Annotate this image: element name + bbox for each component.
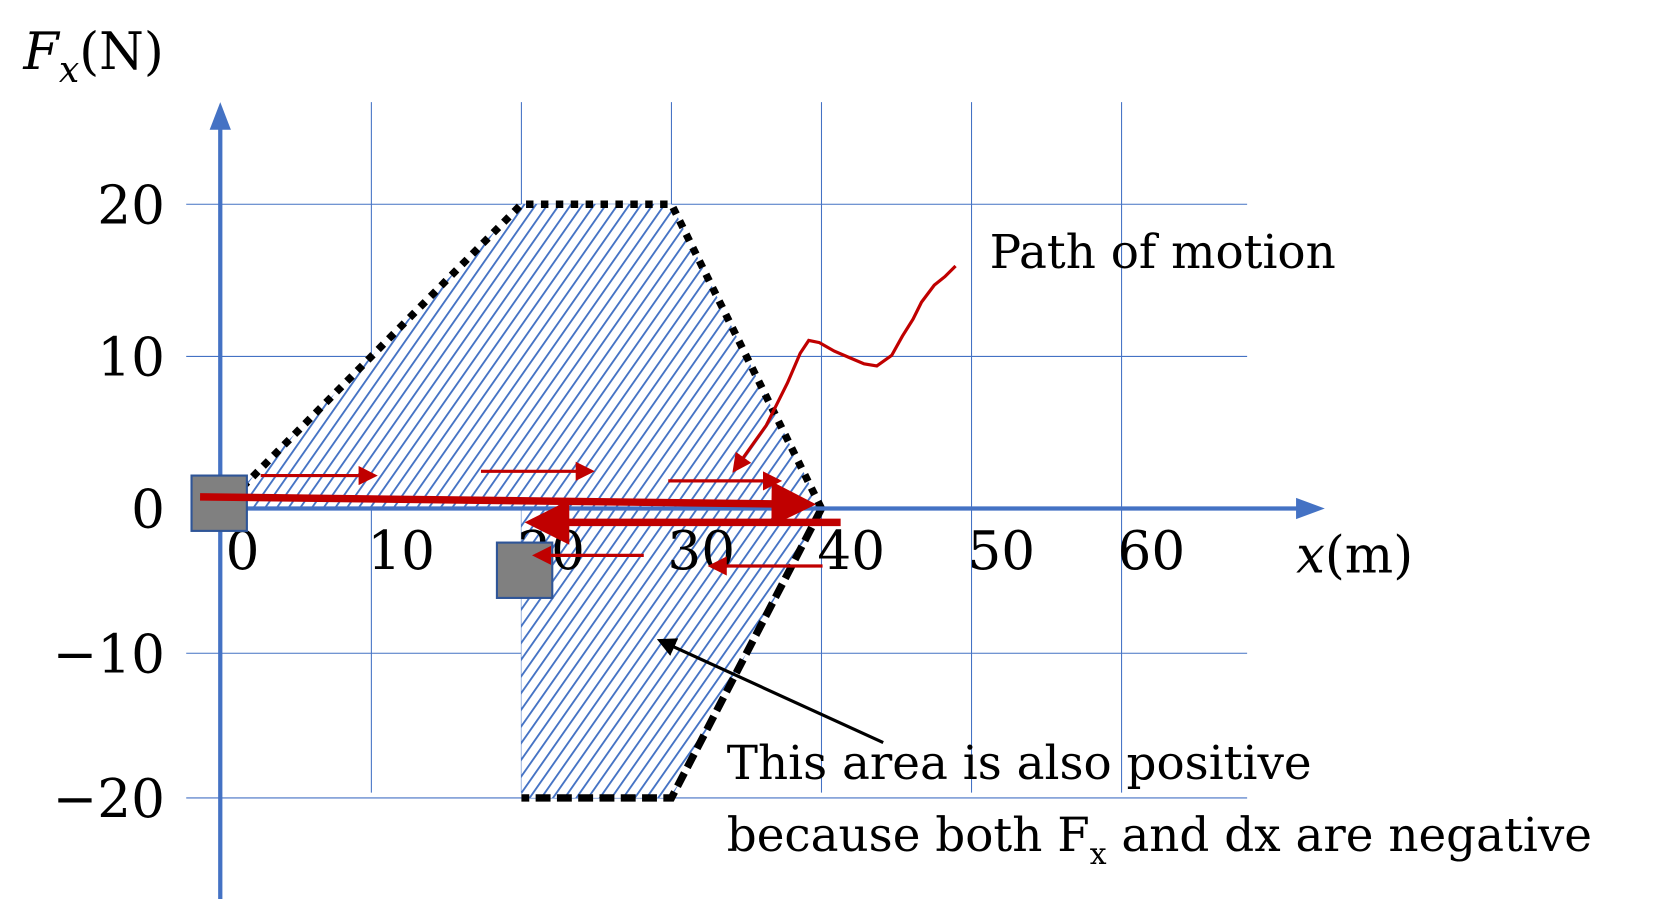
force-curve-segment bbox=[521, 506, 825, 802]
force-curve-segment bbox=[218, 200, 825, 512]
y-label-main: F bbox=[22, 23, 60, 82]
x-tick-label: 60 bbox=[1118, 520, 1186, 582]
forward-long-arrow bbox=[200, 481, 817, 527]
x-axis-label: x(m) bbox=[1296, 526, 1413, 585]
block-start bbox=[190, 474, 248, 532]
y-tick-label: −20 bbox=[53, 768, 165, 830]
area-note-line2: because both Fx and dx are negative bbox=[727, 809, 1592, 872]
y-tick-label: 0 bbox=[131, 479, 165, 541]
positive-work-area bbox=[221, 204, 822, 509]
path-of-motion-pointer bbox=[732, 264, 957, 473]
y-axis-label: Fx(N) bbox=[22, 23, 163, 91]
path-of-motion-label: Path of motion bbox=[990, 226, 1336, 280]
area-note-pointer bbox=[656, 638, 884, 745]
block-return bbox=[495, 541, 554, 599]
force-curve-outline bbox=[218, 200, 825, 802]
x-label-main: x bbox=[1296, 526, 1325, 585]
y-tick-label: 10 bbox=[97, 327, 165, 389]
x-tick-label: 10 bbox=[367, 520, 435, 582]
area-note-line1: This area is also positive bbox=[727, 737, 1312, 791]
y-tick-label: −10 bbox=[53, 623, 165, 685]
y-label-sub: x bbox=[59, 48, 79, 91]
x-label-unit: (m) bbox=[1325, 526, 1413, 585]
x-tick-label: 40 bbox=[817, 520, 885, 582]
y-label-unit: (N) bbox=[79, 23, 164, 82]
motion-arrows bbox=[200, 264, 957, 576]
x-tick-label: 30 bbox=[667, 520, 735, 582]
area-note-line2-a: because both F bbox=[727, 809, 1090, 863]
area-note-line2-sub: x bbox=[1090, 837, 1107, 872]
area-note-line2-b: and dx are negative bbox=[1107, 809, 1592, 863]
x-tick-label: 50 bbox=[967, 520, 1035, 582]
y-tick-label: 20 bbox=[97, 174, 165, 236]
y-axis-arrowhead bbox=[209, 102, 231, 130]
x-axis-arrowhead bbox=[1296, 497, 1325, 520]
